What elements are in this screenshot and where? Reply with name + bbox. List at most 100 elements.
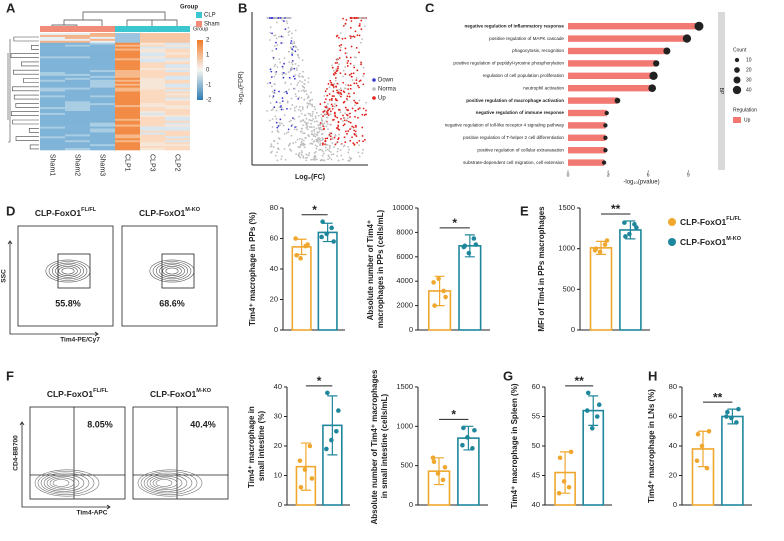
heatmap-cell xyxy=(140,144,165,147)
heatmap-cell xyxy=(90,85,115,88)
scatter-texture xyxy=(358,99,361,102)
heatmap-cell xyxy=(140,42,165,45)
heatmap-cell xyxy=(115,70,140,73)
heatmap-cell xyxy=(40,38,65,42)
heatmap-cell xyxy=(140,44,165,47)
scatter-texture xyxy=(314,115,317,118)
scatter-texture xyxy=(280,155,283,158)
y-tick-label: 0 xyxy=(274,325,278,334)
scatter-texture xyxy=(342,81,345,84)
contour xyxy=(149,475,183,491)
scatter-texture xyxy=(285,132,288,134)
scatter-texture xyxy=(330,81,332,84)
scatter-texture xyxy=(292,142,295,144)
heatmap-cell xyxy=(65,118,90,122)
category-label: substrate-dependent cell migration, cell… xyxy=(463,160,564,165)
contour xyxy=(162,265,182,276)
scatter-texture xyxy=(365,113,367,116)
scatter-texture xyxy=(290,17,292,19)
scatter-texture xyxy=(308,119,311,121)
heatmap-cell xyxy=(165,132,190,135)
scatter-texture xyxy=(302,155,305,158)
scatter-texture xyxy=(352,72,355,75)
scatter-texture xyxy=(336,155,338,157)
category-label: negative regulation of immune response xyxy=(476,110,565,115)
heatmap-cell xyxy=(40,124,65,127)
heatmap-cell xyxy=(165,148,190,151)
data-point xyxy=(729,415,734,421)
heatmap-cell xyxy=(165,142,190,145)
significance-label: ** xyxy=(574,374,584,388)
scatter-texture xyxy=(324,106,327,108)
y-tick-label: 45 xyxy=(532,470,540,479)
data-point xyxy=(566,485,572,490)
heatmap-cell xyxy=(90,99,115,102)
scatter-texture xyxy=(314,108,317,111)
colorbar-tick-label: 1 xyxy=(206,53,210,59)
heatmap-cell xyxy=(40,52,65,55)
heatmap-cell xyxy=(65,109,90,112)
heatmap-cell xyxy=(115,138,140,141)
scatter-texture xyxy=(271,130,274,133)
data-point xyxy=(568,449,574,455)
heatmap-cell xyxy=(40,77,65,81)
scatter-texture xyxy=(290,134,293,137)
group-annotation xyxy=(140,26,165,32)
data-point xyxy=(466,250,472,256)
scatter-texture xyxy=(311,119,313,122)
scatter-texture xyxy=(339,95,342,98)
scatter-texture xyxy=(331,105,334,107)
scatter-texture xyxy=(331,107,334,110)
scatter-texture xyxy=(349,35,352,37)
scatter-texture xyxy=(280,106,283,109)
scatter-texture xyxy=(327,158,329,161)
scatter-texture xyxy=(275,118,278,120)
y-tick-label: 40 xyxy=(532,500,540,509)
data-point xyxy=(592,247,598,253)
heatmap-cell xyxy=(115,126,140,129)
scatter-texture xyxy=(315,138,318,141)
legend-title: Regulation xyxy=(733,107,757,113)
scatter-texture xyxy=(301,151,303,154)
scatter-texture xyxy=(330,103,333,106)
heatmap-cell xyxy=(90,70,115,73)
heatmap-cell xyxy=(90,50,115,53)
scatter-texture xyxy=(287,71,290,74)
scatter-texture xyxy=(343,136,346,139)
heatmap-cell xyxy=(65,40,90,44)
heatmap-cell xyxy=(165,58,190,61)
scatter-texture xyxy=(333,146,335,149)
heatmap-cell xyxy=(90,58,115,61)
scatter-texture xyxy=(331,66,334,69)
contour xyxy=(55,264,81,278)
scatter-texture xyxy=(321,132,324,135)
scatter-texture xyxy=(308,152,311,154)
category-label: negative regulation of inflammatory resp… xyxy=(464,23,564,28)
data-point xyxy=(293,236,298,241)
scatter-texture xyxy=(345,56,348,59)
heatmap-cell xyxy=(90,77,115,81)
column-label: Sham2 xyxy=(74,154,81,176)
heatmap-cell xyxy=(140,134,165,137)
heatmap-cell xyxy=(40,83,65,86)
category-label: positive regulation of T-helper 2 cell d… xyxy=(463,135,564,140)
scatter-texture xyxy=(350,45,353,48)
heatmap-cell xyxy=(65,103,90,106)
count-dot xyxy=(663,47,671,55)
heatmap-cell xyxy=(140,122,165,125)
heatmap-cell xyxy=(65,46,90,49)
scatter-texture xyxy=(360,17,363,19)
scatter-texture xyxy=(273,106,276,109)
data-point xyxy=(461,425,466,431)
scatter-texture xyxy=(305,93,308,96)
scatter-texture xyxy=(322,115,324,118)
scatter-texture xyxy=(281,73,284,76)
scatter-texture xyxy=(298,56,300,59)
scatter-texture xyxy=(281,97,284,100)
scatter-texture xyxy=(300,89,303,92)
heatmap-cell xyxy=(65,126,90,129)
scatter-texture xyxy=(340,118,342,120)
scatter-texture xyxy=(331,138,334,140)
scatter-texture xyxy=(282,108,285,111)
scatter-texture xyxy=(310,122,313,125)
